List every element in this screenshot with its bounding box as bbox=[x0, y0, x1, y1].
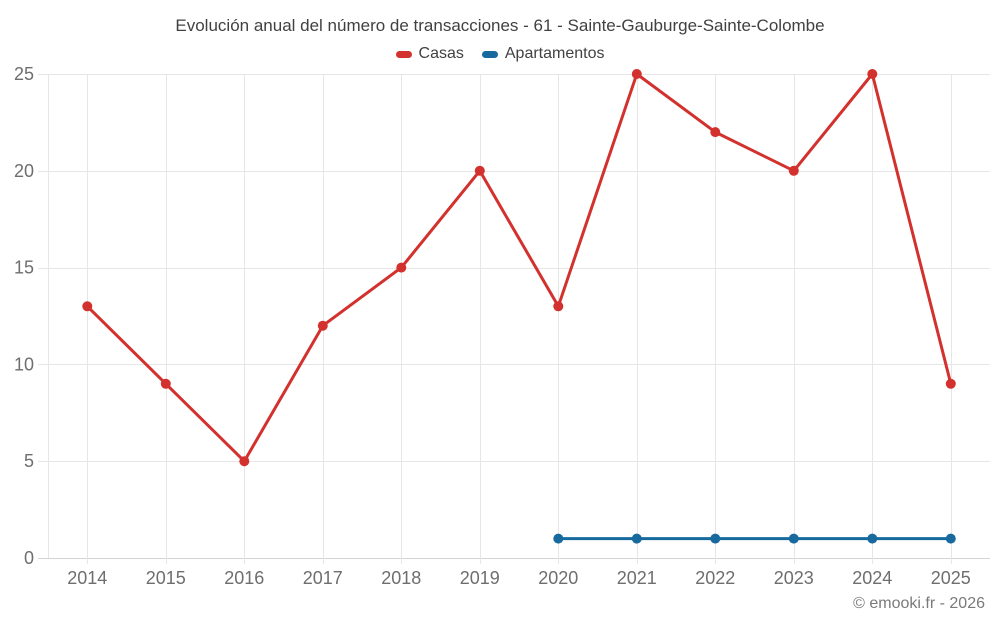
x-axis-tick-label: 2015 bbox=[146, 568, 186, 588]
x-axis-tick-label: 2024 bbox=[852, 568, 892, 588]
data-point-casas[interactable] bbox=[867, 69, 878, 79]
series-line-casas bbox=[85, 72, 953, 463]
data-point-apartamentos[interactable] bbox=[553, 533, 564, 544]
legend-item-casas[interactable]: Casas bbox=[395, 45, 464, 63]
apartamentos-legend-swatch-icon bbox=[481, 50, 498, 58]
y-axis-tick-label: 25 bbox=[14, 64, 34, 84]
x-axis-tick-label: 2025 bbox=[931, 568, 971, 588]
x-axis-tick-label: 2014 bbox=[67, 568, 107, 588]
legend: Casas Apartamentos bbox=[0, 45, 1000, 63]
x-axis-tick-label: 2020 bbox=[538, 568, 578, 588]
chart-title: Evolución anual del número de transaccio… bbox=[175, 16, 825, 35]
data-point-apartamentos[interactable] bbox=[710, 533, 721, 544]
data-point-casas[interactable] bbox=[239, 456, 250, 467]
data-point-casas[interactable] bbox=[317, 320, 328, 331]
data-point-casas[interactable] bbox=[631, 69, 642, 79]
copyright-footer: © emooki.fr - 2026 bbox=[853, 595, 985, 612]
data-point-casas[interactable] bbox=[474, 165, 485, 176]
x-axis-tick-label: 2017 bbox=[303, 568, 343, 588]
casas-legend-swatch-icon bbox=[395, 50, 412, 58]
legend-item-apartamentos[interactable]: Apartamentos bbox=[481, 45, 605, 63]
x-axis-tick-label: 2018 bbox=[381, 568, 421, 588]
x-axis-tick-label: 2016 bbox=[224, 568, 264, 588]
x-axis-tick-label: 2022 bbox=[695, 568, 735, 588]
y-axis-tick-label: 0 bbox=[24, 548, 34, 568]
data-point-casas[interactable] bbox=[160, 378, 171, 389]
data-point-apartamentos[interactable] bbox=[945, 533, 956, 544]
data-point-casas[interactable] bbox=[945, 378, 956, 389]
data-point-casas[interactable] bbox=[788, 165, 799, 176]
legend-label-apartamentos: Apartamentos bbox=[504, 45, 605, 62]
data-point-apartamentos[interactable] bbox=[631, 533, 642, 544]
data-point-apartamentos[interactable] bbox=[867, 533, 878, 544]
y-axis-tick-label: 10 bbox=[14, 354, 34, 374]
data-point-casas[interactable] bbox=[553, 301, 564, 312]
data-point-casas[interactable] bbox=[710, 127, 721, 138]
x-axis-tick-label: 2021 bbox=[617, 568, 657, 588]
x-axis-tick-label: 2019 bbox=[460, 568, 500, 588]
y-axis-tick-label: 20 bbox=[14, 161, 34, 181]
data-point-casas[interactable] bbox=[82, 301, 93, 312]
y-axis-tick-label: 5 bbox=[24, 451, 34, 471]
x-axis-tick-label: 2023 bbox=[774, 568, 814, 588]
legend-label-casas: Casas bbox=[418, 45, 464, 62]
data-point-apartamentos[interactable] bbox=[788, 533, 799, 544]
y-axis-tick-label: 15 bbox=[14, 258, 34, 278]
data-point-casas[interactable] bbox=[396, 262, 407, 273]
